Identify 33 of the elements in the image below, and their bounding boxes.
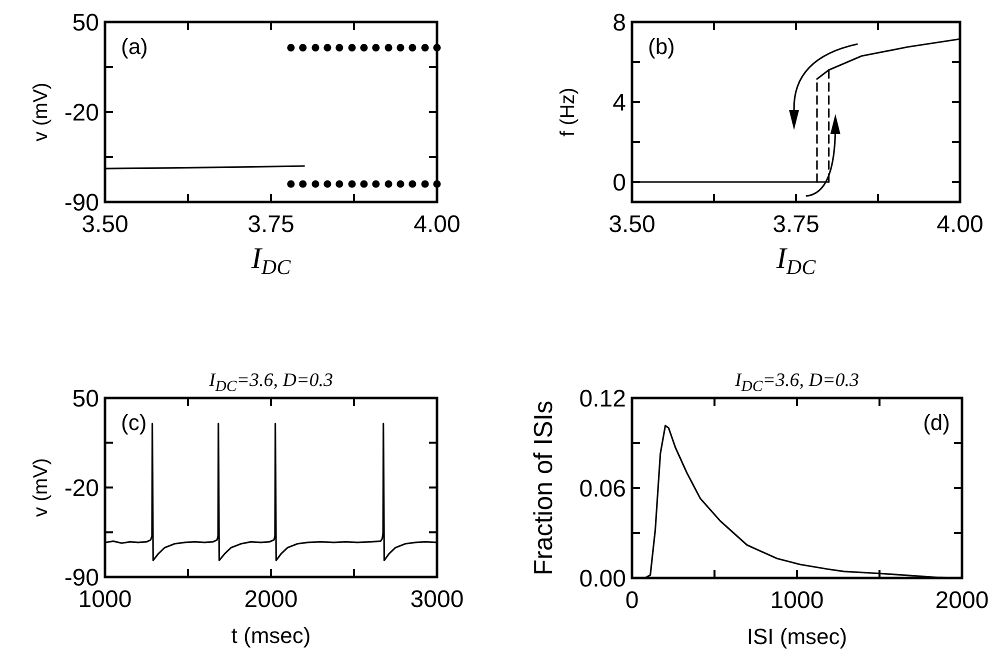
x-tick-label: 3000	[410, 586, 464, 613]
x-tick-label: 4.00	[414, 211, 460, 238]
x-tick-label: 2000	[935, 587, 989, 614]
x-axis-title: ISI (msec)	[746, 624, 848, 649]
x-tick-label: 1000	[770, 587, 824, 614]
y-axis-title: v (mV)	[30, 82, 52, 142]
y-axis-title: f (Hz)	[557, 88, 579, 136]
y-tick-label: 50	[72, 9, 99, 36]
x-tick-label: 4.00	[936, 211, 984, 238]
y-tick-label: 0.12	[579, 385, 626, 412]
x-axis-title: I$_{DC}$	[250, 242, 292, 280]
x-tick-label: 3.75	[772, 211, 820, 238]
y-tick-label: 0	[612, 169, 626, 196]
y-tick-label: -20	[64, 474, 99, 502]
y-tick-label: 0.06	[579, 475, 626, 502]
chart-title: I$_{DC}$=3.6, D=0.3	[734, 370, 860, 394]
y-axis-title: Fraction of ISIs	[528, 400, 558, 576]
y-tick-label: 50	[72, 385, 99, 412]
y-axis-title: v (mV)	[30, 458, 52, 517]
x-tick-label: 2000	[244, 586, 298, 613]
chart-title: I$_{DC}$=3.6, D=0.3	[208, 370, 334, 394]
annotation: (a)	[121, 34, 148, 59]
x-axis-title: t (msec)	[231, 623, 311, 648]
x-tick-label: 3.75	[248, 211, 294, 238]
annotation: (c)	[121, 410, 147, 435]
x-axis-title: I$_{DC}$	[775, 242, 817, 280]
y-tick-label: -20	[64, 99, 99, 126]
annotation: (d)	[923, 410, 950, 435]
y-tick-label: 4	[612, 89, 626, 116]
annotation: (b)	[648, 34, 675, 59]
y-tick-label: 8	[612, 9, 626, 36]
x-tick-label: 3.50	[608, 211, 656, 238]
y-tick-label: 0.00	[579, 565, 626, 592]
